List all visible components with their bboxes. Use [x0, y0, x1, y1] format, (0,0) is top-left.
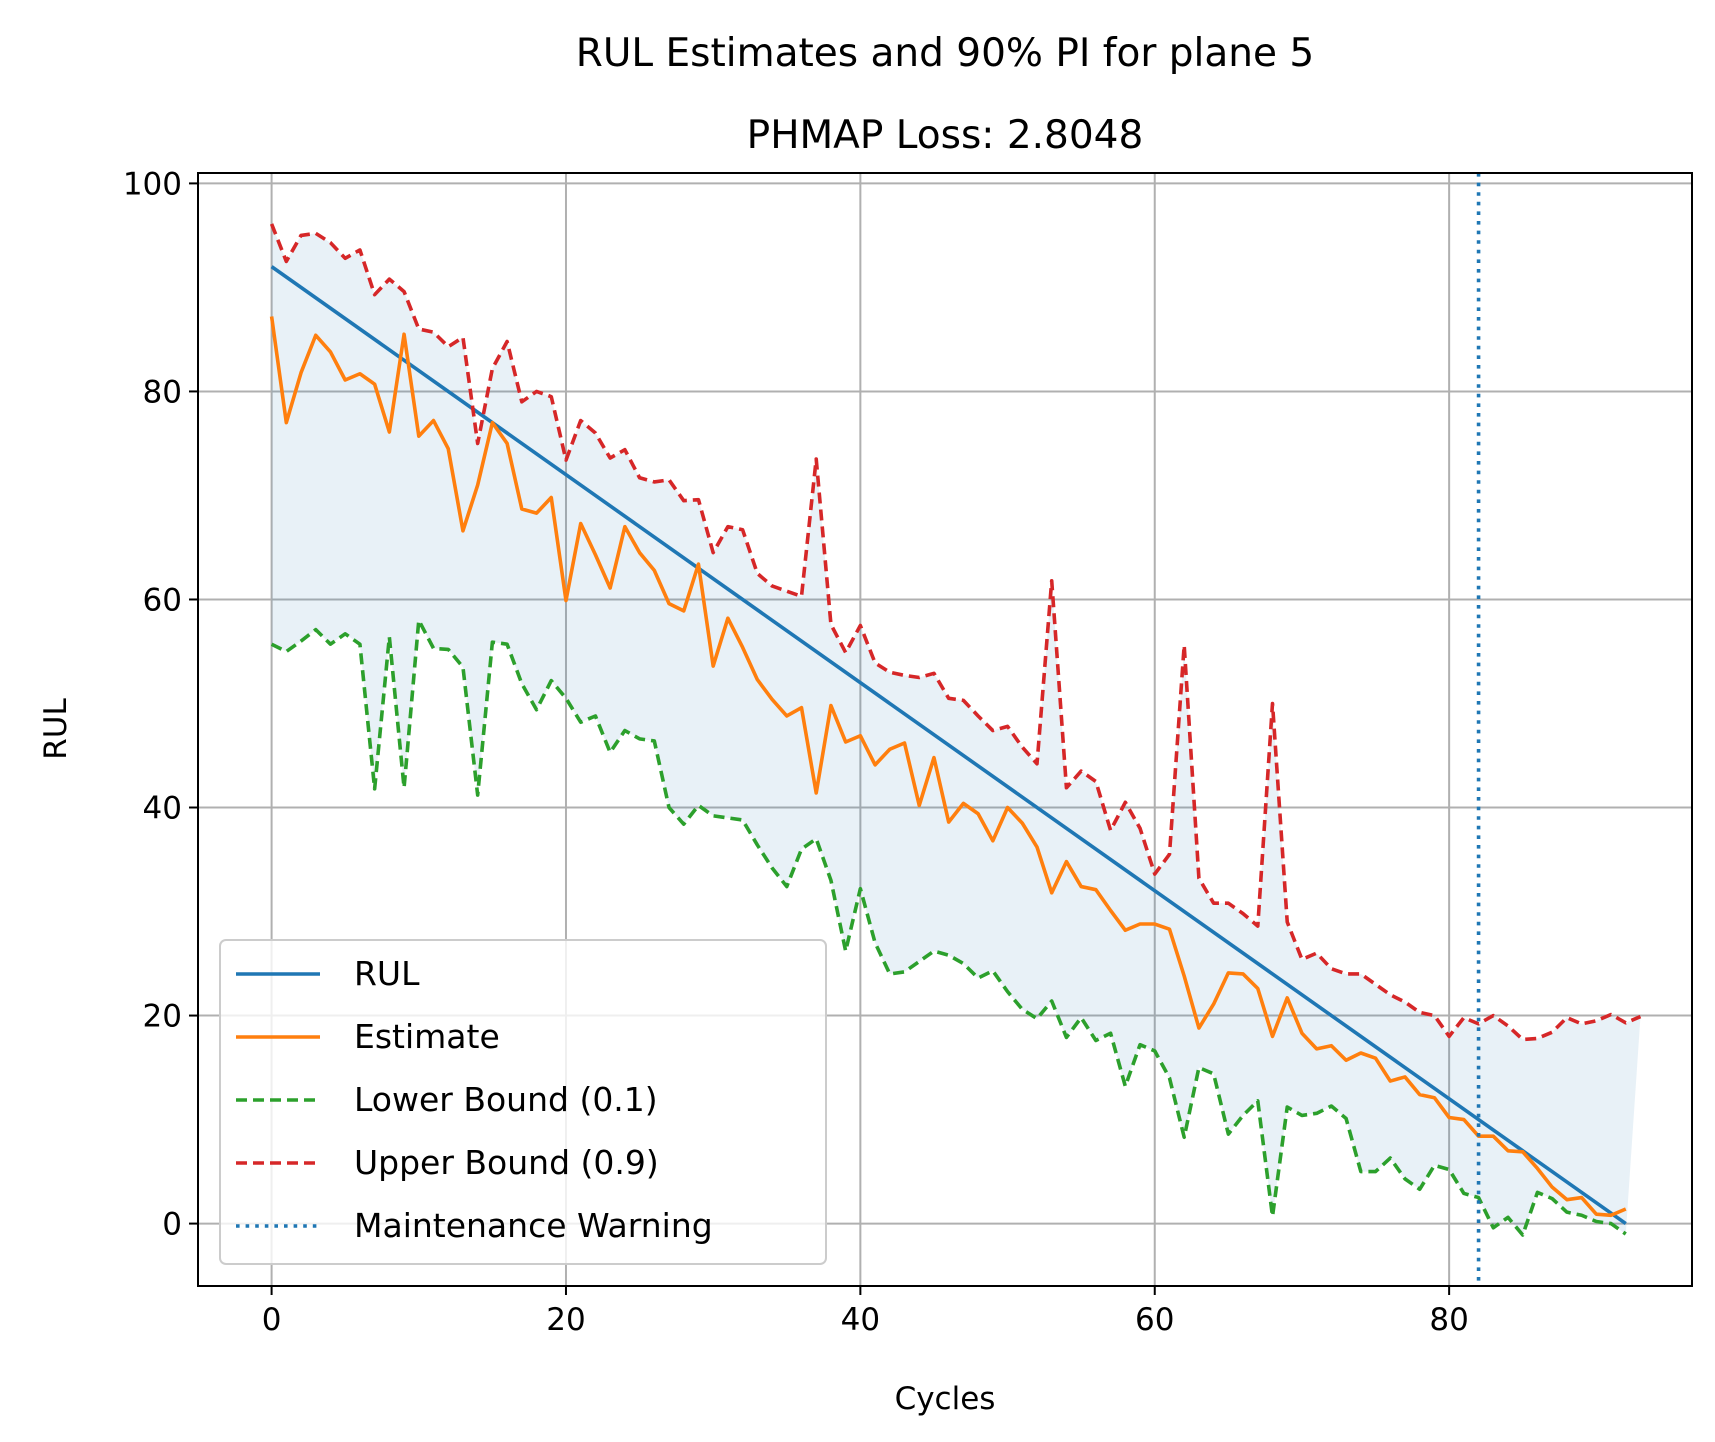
- series-upper-bound-0-9: [269, 223, 1642, 1042]
- x-tick-label-20: 20: [546, 1302, 585, 1338]
- series-lower-bound-0-1: [270, 618, 1627, 1237]
- y-tick-label-40: 40: [143, 791, 182, 827]
- legend-label-estimate: Estimate: [354, 1017, 500, 1056]
- x-tick-label-80: 80: [1429, 1302, 1468, 1338]
- legend-label-rul: RUL: [354, 954, 420, 993]
- chart-subtitle: PHMAP Loss: 2.8048: [747, 113, 1144, 158]
- series-estimate: [269, 316, 1627, 1218]
- x-axis-ticks: 0 20 40 60 80: [262, 1286, 1469, 1338]
- legend-box: [219, 939, 827, 1265]
- legend: RUL Estimate Lower Bound (0.1) Upper Bound …: [219, 939, 827, 1265]
- y-axis-ticks: 0 20 40 60 80 100: [123, 166, 198, 1243]
- chart-title: RUL Estimates and 90% PI for plane 5: [576, 31, 1314, 76]
- x-tick-label-60: 60: [1135, 1302, 1174, 1338]
- y-axis-label: RUL: [38, 698, 74, 760]
- x-tick-label-0: 0: [262, 1302, 282, 1338]
- x-tick-label-40: 40: [841, 1302, 880, 1338]
- y-tick-label-100: 100: [123, 166, 182, 202]
- x-axis-label: Cycles: [895, 1381, 996, 1417]
- legend-label-maintenance-warning: Maintenance Warning: [354, 1206, 713, 1245]
- series-lines: [269, 223, 1642, 1237]
- legend-label-lower-bound-0-1: Lower Bound (0.1): [354, 1080, 658, 1119]
- series-rul: [270, 265, 1627, 1226]
- prediction-interval-band: [271, 223, 1641, 1236]
- legend-label-upper-bound-0-9: Upper Bound (0.9): [354, 1143, 659, 1182]
- y-tick-label-20: 20: [143, 999, 182, 1035]
- plot-frame: [197, 172, 1693, 1287]
- interval-fill: [271, 223, 1641, 1236]
- y-tick-label-0: 0: [162, 1207, 182, 1243]
- y-tick-label-60: 60: [143, 582, 182, 618]
- y-tick-label-80: 80: [143, 374, 182, 410]
